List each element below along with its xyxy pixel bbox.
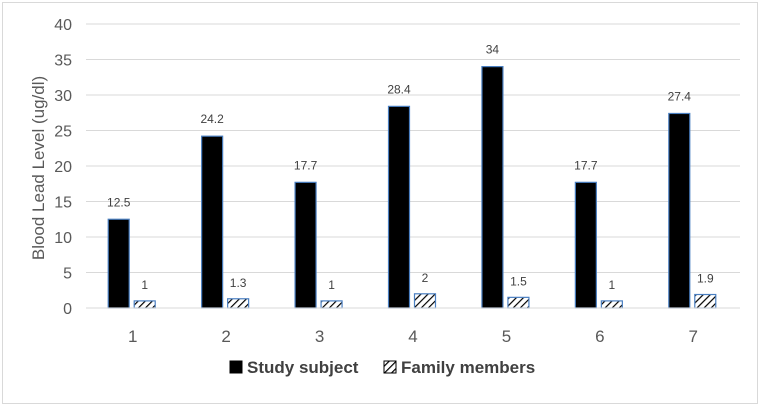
x-tick-label: 5 xyxy=(502,327,511,346)
legend: Study subject Family members xyxy=(229,358,535,377)
study-subject-bar xyxy=(481,65,504,309)
gridlines xyxy=(86,23,740,273)
data-label: 1 xyxy=(609,278,616,292)
family-members-bar xyxy=(600,300,623,309)
data-label: 28.4 xyxy=(387,82,411,96)
legend-label-family-members: Family members xyxy=(401,358,535,377)
data-label: 12.5 xyxy=(107,195,131,209)
y-tick-label: 25 xyxy=(54,124,72,141)
data-label: 17.7 xyxy=(574,158,598,172)
study-subject-bar xyxy=(387,105,411,309)
data-label: 1.5 xyxy=(510,274,527,288)
x-tick-label: 6 xyxy=(595,327,604,346)
y-tick-label: 0 xyxy=(63,301,72,318)
family-members-bar xyxy=(694,293,717,309)
x-tick-label: 3 xyxy=(315,327,324,346)
data-label: 1 xyxy=(141,278,148,292)
study-subject-bar xyxy=(201,135,224,309)
family-members-bar xyxy=(227,298,250,309)
study-subject-bar xyxy=(294,181,317,309)
y-axis-ticks: 0 5 10 15 20 25 30 35 40 xyxy=(54,17,72,318)
y-axis-title: Blood Lead Level (ug/dl) xyxy=(29,76,48,260)
bars xyxy=(107,65,717,309)
x-tick-label: 7 xyxy=(689,327,698,346)
family-members-bar xyxy=(320,300,343,309)
chart-frame xyxy=(2,2,758,404)
data-label: 1.3 xyxy=(230,276,247,290)
x-tick-label: 2 xyxy=(221,327,230,346)
x-tick-label: 1 xyxy=(128,327,137,346)
legend-swatch-family-members xyxy=(383,360,397,374)
data-label: 17.7 xyxy=(294,158,318,172)
data-label: 1 xyxy=(328,278,335,292)
y-tick-label: 30 xyxy=(54,88,72,105)
family-members-bar xyxy=(133,300,156,309)
data-labels: 12.5 1 24.2 1.3 17.7 1 28.4 2 34 1.5 17.7 1 27.4 1.9 xyxy=(107,43,714,292)
legend-label-study-subject: Study subject xyxy=(247,358,359,377)
y-tick-label: 20 xyxy=(54,159,72,176)
y-tick-label: 40 xyxy=(54,17,72,34)
data-label: 24.2 xyxy=(200,112,224,126)
study-subject-bar xyxy=(574,181,597,309)
y-tick-label: 35 xyxy=(54,53,72,70)
family-members-bar xyxy=(413,293,437,309)
data-label: 27.4 xyxy=(668,89,692,103)
family-members-bar xyxy=(507,296,530,309)
data-label: 34 xyxy=(486,43,500,57)
x-axis-ticks: 1 2 3 4 5 6 7 xyxy=(128,327,698,346)
legend-swatch-study-subject xyxy=(229,360,243,374)
study-subject-bar xyxy=(107,218,130,309)
data-label: 2 xyxy=(422,271,429,285)
y-tick-label: 5 xyxy=(63,266,72,283)
x-tick-label: 4 xyxy=(408,327,417,346)
study-subject-bar xyxy=(668,112,691,309)
y-tick-label: 10 xyxy=(54,230,72,247)
y-tick-label: 15 xyxy=(54,195,72,212)
data-label: 1.9 xyxy=(697,272,714,286)
